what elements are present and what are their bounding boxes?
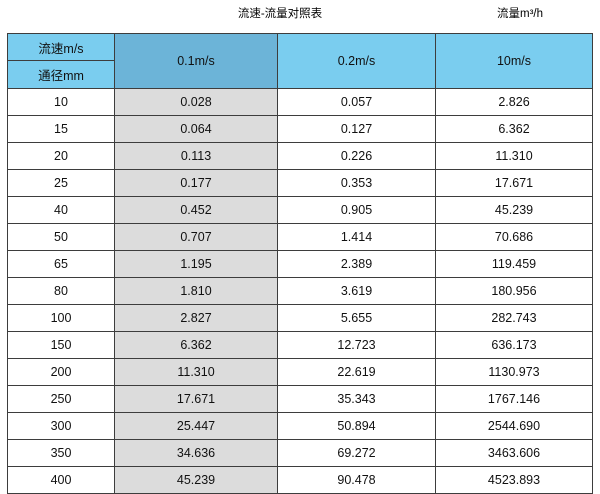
cell-nominal-diameter: 200 (7, 358, 115, 386)
page-title: 流速-流量对照表 (237, 8, 323, 20)
cell-nominal-diameter: 100 (7, 304, 115, 332)
cell-flow-0-2ms: 22.619 (277, 358, 436, 386)
flow-velocity-table: 流速m/s 通径mm 0.1m/s 0.2m/s 10m/s 10 0.028 0.… (7, 33, 593, 494)
cell-flow-10ms: 636.173 (435, 331, 593, 359)
cell-nominal-diameter: 50 (7, 223, 115, 251)
cell-nominal-diameter: 300 (7, 412, 115, 440)
table-row: 250 17.671 35.343 1767.146 (7, 385, 593, 413)
cell-flow-10ms: 45.239 (435, 196, 593, 224)
cell-flow-0-1ms: 0.064 (114, 115, 278, 143)
cell-flow-10ms: 180.956 (435, 277, 593, 305)
table-header-row: 流速m/s 通径mm 0.1m/s 0.2m/s 10m/s (7, 33, 593, 89)
table-row: 300 25.447 50.894 2544.690 (7, 412, 593, 440)
table-row: 100 2.827 5.655 282.743 (7, 304, 593, 332)
cell-nominal-diameter: 80 (7, 277, 115, 305)
cell-flow-0-1ms: 0.113 (114, 142, 278, 170)
cell-flow-0-1ms: 1.195 (114, 250, 278, 278)
cell-flow-10ms: 17.671 (435, 169, 593, 197)
cell-flow-10ms: 6.362 (435, 115, 593, 143)
cell-flow-0-2ms: 2.389 (277, 250, 436, 278)
cell-flow-0-2ms: 0.057 (277, 88, 436, 116)
cell-flow-0-2ms: 0.127 (277, 115, 436, 143)
cell-flow-10ms: 70.686 (435, 223, 593, 251)
column-header-10ms: 10m/s (435, 33, 593, 89)
cell-flow-0-2ms: 90.478 (277, 466, 436, 494)
cell-flow-10ms: 119.459 (435, 250, 593, 278)
table-row: 20 0.113 0.226 11.310 (7, 142, 593, 170)
cell-flow-0-1ms: 34.636 (114, 439, 278, 467)
cell-flow-0-2ms: 0.226 (277, 142, 436, 170)
cell-flow-0-1ms: 6.362 (114, 331, 278, 359)
cell-nominal-diameter: 250 (7, 385, 115, 413)
cell-nominal-diameter: 40 (7, 196, 115, 224)
cell-flow-0-1ms: 11.310 (114, 358, 278, 386)
cell-flow-0-2ms: 1.414 (277, 223, 436, 251)
cell-nominal-diameter: 65 (7, 250, 115, 278)
cell-nominal-diameter: 25 (7, 169, 115, 197)
corner-diameter-label: 通径mm (38, 69, 84, 83)
cell-flow-0-2ms: 3.619 (277, 277, 436, 305)
header-corner-cell: 流速m/s 通径mm (7, 33, 115, 89)
table-row: 80 1.810 3.619 180.956 (7, 277, 593, 305)
cell-flow-0-1ms: 1.810 (114, 277, 278, 305)
table-row: 25 0.177 0.353 17.671 (7, 169, 593, 197)
cell-nominal-diameter: 150 (7, 331, 115, 359)
cell-flow-0-2ms: 12.723 (277, 331, 436, 359)
cell-flow-0-2ms: 50.894 (277, 412, 436, 440)
table-row: 350 34.636 69.272 3463.606 (7, 439, 593, 467)
cell-nominal-diameter: 350 (7, 439, 115, 467)
cell-flow-0-2ms: 5.655 (277, 304, 436, 332)
column-header-0-1ms: 0.1m/s (114, 33, 278, 89)
cell-flow-0-1ms: 45.239 (114, 466, 278, 494)
table-row: 65 1.195 2.389 119.459 (7, 250, 593, 278)
cell-flow-10ms: 11.310 (435, 142, 593, 170)
table-body: 10 0.028 0.057 2.826 15 0.064 0.127 6.362 20 0.11… (7, 88, 593, 494)
titles-bar: 流速-流量对照表 流量m³/h (0, 0, 600, 30)
cell-nominal-diameter: 15 (7, 115, 115, 143)
cell-flow-0-1ms: 17.671 (114, 385, 278, 413)
cell-flow-10ms: 2.826 (435, 88, 593, 116)
cell-flow-0-1ms: 2.827 (114, 304, 278, 332)
cell-flow-0-1ms: 0.177 (114, 169, 278, 197)
cell-flow-0-1ms: 0.707 (114, 223, 278, 251)
table-row: 40 0.452 0.905 45.239 (7, 196, 593, 224)
cell-flow-0-1ms: 0.452 (114, 196, 278, 224)
table-row: 150 6.362 12.723 636.173 (7, 331, 593, 359)
cell-flow-0-2ms: 0.905 (277, 196, 436, 224)
unit-title: 流量m³/h (497, 8, 543, 20)
table-header: 流速m/s 通径mm 0.1m/s 0.2m/s 10m/s (7, 33, 593, 89)
table-row: 400 45.239 90.478 4523.893 (7, 466, 593, 494)
table-row: 200 11.310 22.619 1130.973 (7, 358, 593, 386)
corner-stack: 流速m/s 通径mm (8, 34, 114, 88)
cell-nominal-diameter: 400 (7, 466, 115, 494)
cell-nominal-diameter: 20 (7, 142, 115, 170)
cell-flow-10ms: 1767.146 (435, 385, 593, 413)
table-row: 15 0.064 0.127 6.362 (7, 115, 593, 143)
cell-flow-0-2ms: 35.343 (277, 385, 436, 413)
cell-flow-0-1ms: 25.447 (114, 412, 278, 440)
cell-flow-0-2ms: 69.272 (277, 439, 436, 467)
cell-nominal-diameter: 10 (7, 88, 115, 116)
corner-velocity-label: 流速m/s (8, 34, 114, 61)
cell-flow-10ms: 282.743 (435, 304, 593, 332)
cell-flow-0-1ms: 0.028 (114, 88, 278, 116)
column-header-0-2ms: 0.2m/s (277, 33, 436, 89)
cell-flow-10ms: 3463.606 (435, 439, 593, 467)
table-row: 10 0.028 0.057 2.826 (7, 88, 593, 116)
cell-flow-0-2ms: 0.353 (277, 169, 436, 197)
cell-flow-10ms: 1130.973 (435, 358, 593, 386)
flow-velocity-table-wrapper: 流速m/s 通径mm 0.1m/s 0.2m/s 10m/s 10 0.028 0.… (7, 33, 593, 494)
cell-flow-10ms: 2544.690 (435, 412, 593, 440)
table-row: 50 0.707 1.414 70.686 (7, 223, 593, 251)
cell-flow-10ms: 4523.893 (435, 466, 593, 494)
